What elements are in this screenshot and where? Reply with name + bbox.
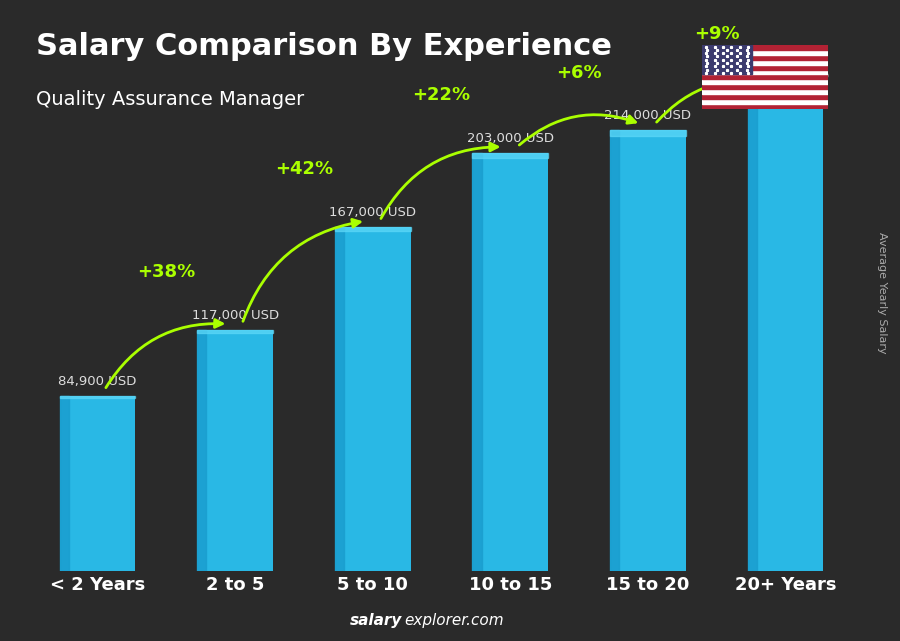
Bar bbox=[702, 60, 828, 65]
Text: 233,000 USD: 233,000 USD bbox=[742, 70, 829, 83]
Bar bbox=[702, 104, 828, 109]
Bar bbox=[197, 330, 273, 571]
Bar bbox=[610, 130, 686, 571]
Bar bbox=[59, 396, 68, 571]
Bar bbox=[472, 153, 548, 571]
Bar bbox=[702, 99, 828, 104]
Bar bbox=[702, 54, 828, 60]
Bar bbox=[702, 50, 828, 54]
Bar bbox=[702, 74, 828, 79]
Bar bbox=[472, 153, 548, 158]
Bar bbox=[335, 227, 344, 571]
Bar bbox=[702, 69, 828, 74]
Bar bbox=[702, 94, 828, 99]
Bar bbox=[702, 79, 828, 85]
Bar bbox=[610, 130, 686, 136]
Bar bbox=[59, 396, 135, 571]
Text: 167,000 USD: 167,000 USD bbox=[329, 206, 416, 219]
Text: Salary Comparison By Experience: Salary Comparison By Experience bbox=[36, 32, 612, 61]
Bar bbox=[748, 91, 824, 97]
Text: 84,900 USD: 84,900 USD bbox=[58, 375, 137, 388]
Bar bbox=[335, 227, 410, 231]
Bar bbox=[702, 85, 828, 89]
Bar bbox=[472, 153, 482, 571]
Bar bbox=[197, 330, 273, 333]
Text: +9%: +9% bbox=[694, 24, 740, 42]
Text: +6%: +6% bbox=[556, 63, 602, 81]
Text: +22%: +22% bbox=[412, 87, 471, 104]
Bar bbox=[748, 91, 824, 571]
Text: 117,000 USD: 117,000 USD bbox=[192, 309, 279, 322]
Text: Quality Assurance Manager: Quality Assurance Manager bbox=[36, 90, 304, 109]
Bar bbox=[702, 45, 752, 74]
Bar bbox=[702, 89, 828, 94]
Text: +38%: +38% bbox=[137, 263, 195, 281]
Text: 214,000 USD: 214,000 USD bbox=[605, 109, 691, 122]
Bar bbox=[748, 91, 757, 571]
Bar bbox=[335, 227, 410, 571]
Bar bbox=[59, 396, 135, 398]
Text: explorer.com: explorer.com bbox=[404, 613, 504, 628]
Bar bbox=[702, 45, 828, 50]
Bar bbox=[702, 65, 828, 69]
Text: Average Yearly Salary: Average Yearly Salary bbox=[877, 232, 886, 354]
Bar bbox=[610, 130, 619, 571]
Text: +42%: +42% bbox=[274, 160, 333, 178]
Bar bbox=[197, 330, 206, 571]
Text: 203,000 USD: 203,000 USD bbox=[467, 132, 554, 145]
Text: salary: salary bbox=[350, 613, 402, 628]
